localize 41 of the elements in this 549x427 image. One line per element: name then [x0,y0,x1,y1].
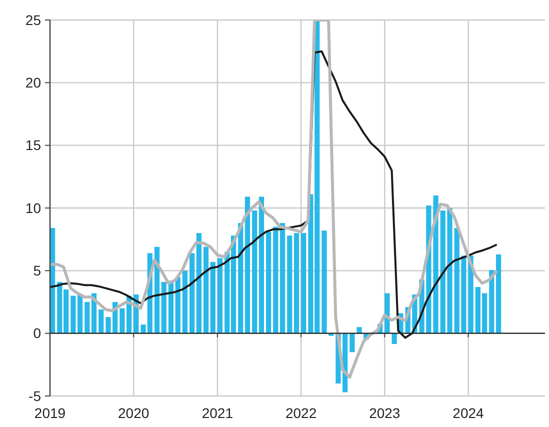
bar [322,230,327,334]
bar [244,196,250,334]
bar [98,310,104,334]
bar [210,262,216,334]
bar [252,210,258,334]
bar [217,258,223,334]
x-tick-label: 2021 [202,405,234,421]
bar [84,302,90,334]
x-tick-label: 2022 [285,405,317,421]
y-tick-label: 20 [25,74,42,91]
line-series [50,20,498,379]
bar [350,333,355,352]
bar [384,293,390,334]
bar [273,226,278,334]
x-tick-label: 2024 [452,405,484,421]
bar [294,233,300,334]
y-tick-label: -5 [28,388,42,404]
bar [77,294,83,334]
bar [161,282,166,334]
y-tick-label: 15 [25,137,42,154]
bar [356,327,362,334]
bar [258,196,264,334]
bar [182,270,188,334]
bar [196,233,202,334]
bar [287,236,292,334]
bar [120,308,125,334]
bar [496,254,502,334]
x-tick-label: 2020 [118,405,150,421]
y-tick-label: 0 [33,325,42,342]
x-tick-label: 2023 [369,405,400,421]
bar [266,232,272,334]
y-tick-label: 5 [33,262,42,279]
bar [190,253,195,334]
bar [392,333,397,344]
bar [203,246,209,334]
x-tick-label: 2019 [34,405,66,421]
bar [301,233,306,334]
bar [70,296,76,334]
y-tick-label: 10 [25,200,42,216]
bar [280,223,286,334]
y-tick-label: 25 [25,12,42,28]
